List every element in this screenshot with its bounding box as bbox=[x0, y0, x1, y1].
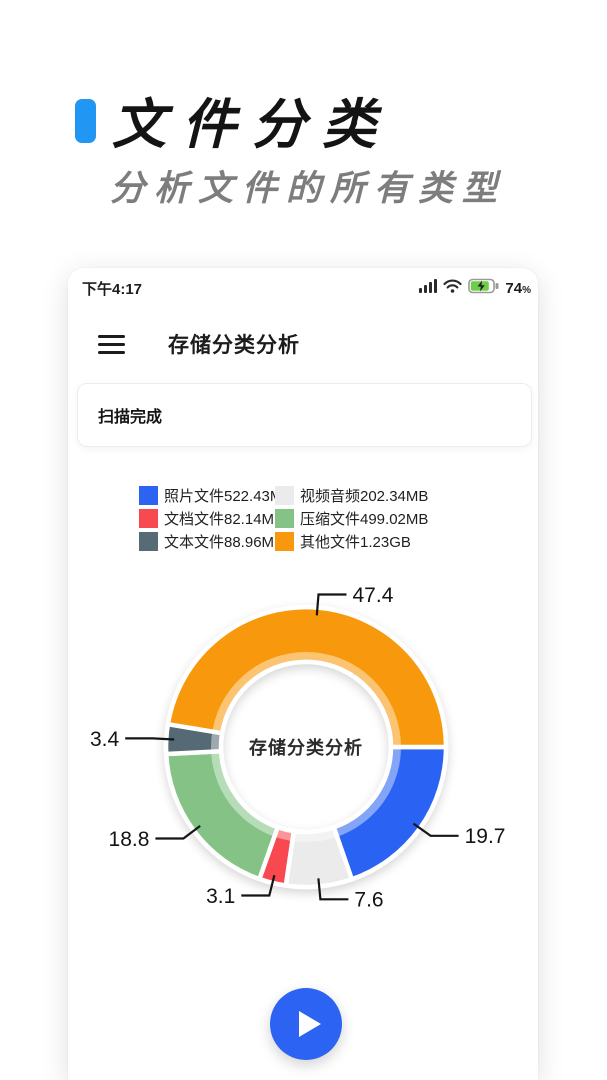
legend-swatch bbox=[139, 486, 158, 505]
chart-area: 19.7 7.6 3.1 18.8 3.4 47.4 bbox=[68, 573, 538, 933]
legend-swatch bbox=[275, 486, 294, 505]
legend-label: 文档文件82.14MB bbox=[164, 511, 285, 528]
label-line bbox=[317, 878, 349, 901]
legend-item: 文档文件82.14MB bbox=[139, 508, 284, 529]
phone-screen: 下午4:17 bbox=[68, 268, 538, 1080]
page-title: 文件分类 bbox=[112, 92, 392, 156]
legend-item: 文本文件88.96MB bbox=[139, 531, 284, 552]
status-time: 下午4:17 bbox=[82, 280, 143, 298]
slice-value-label: 47.4 bbox=[353, 584, 394, 607]
slice-value-label: 3.4 bbox=[90, 728, 120, 751]
legend-label: 文本文件88.96MB bbox=[164, 534, 285, 551]
scan-status-card: 扫描完成 bbox=[77, 383, 532, 447]
app-bar: 存储分类分析 bbox=[68, 326, 538, 362]
signal-bars-icon bbox=[419, 278, 438, 298]
header-accent-bar bbox=[75, 99, 96, 143]
legend-swatch bbox=[275, 509, 294, 528]
battery-charging-icon bbox=[468, 278, 499, 299]
battery-percent: 74% bbox=[505, 279, 531, 297]
legend-item: 压缩文件499.02MB bbox=[275, 508, 428, 529]
chart-center-label: 存储分类分析 bbox=[249, 738, 363, 758]
legend-label: 照片文件522.43MB bbox=[164, 488, 293, 505]
label-line bbox=[241, 874, 276, 897]
play-icon bbox=[298, 1011, 321, 1037]
chart-legend: 照片文件522.43MB 视频音频202.34MB 文档文件82.14MB 压缩文件4… bbox=[139, 485, 428, 552]
legend-label: 视频音频202.34MB bbox=[300, 488, 429, 505]
legend-swatch bbox=[139, 509, 158, 528]
slice-value-label: 7.6 bbox=[354, 889, 383, 912]
legend-label: 压缩文件499.02MB bbox=[300, 511, 429, 528]
legend-swatch bbox=[139, 532, 158, 551]
hamburger-icon bbox=[98, 334, 125, 338]
scan-status-text: 扫描完成 bbox=[98, 409, 163, 426]
donut-chart[interactable]: 19.7 7.6 3.1 18.8 3.4 47.4 bbox=[68, 573, 538, 933]
status-bar: 下午4:17 bbox=[68, 277, 538, 299]
pie-slice[interactable] bbox=[165, 604, 449, 750]
label-line bbox=[155, 825, 201, 840]
legend-item: 照片文件522.43MB bbox=[139, 485, 292, 506]
app-bar-title: 存储分类分析 bbox=[168, 334, 300, 357]
legend-item: 视频音频202.34MB bbox=[275, 485, 428, 506]
slice-value-label: 18.8 bbox=[109, 828, 150, 851]
page-subtitle: 分析文件的所有类型 bbox=[110, 168, 507, 209]
inner-highlight-ring bbox=[211, 652, 401, 842]
legend-label: 其他文件1.23GB bbox=[300, 534, 411, 551]
label-line bbox=[125, 737, 175, 741]
menu-button[interactable] bbox=[98, 334, 125, 354]
play-button[interactable] bbox=[270, 988, 342, 1060]
label-line bbox=[315, 593, 347, 616]
label-line bbox=[412, 822, 459, 837]
legend-swatch bbox=[275, 532, 294, 551]
slice-value-label: 19.7 bbox=[465, 825, 506, 848]
legend-item: 其他文件1.23GB bbox=[275, 531, 428, 552]
slice-value-label: 3.1 bbox=[206, 885, 235, 908]
wifi-icon bbox=[443, 279, 463, 298]
